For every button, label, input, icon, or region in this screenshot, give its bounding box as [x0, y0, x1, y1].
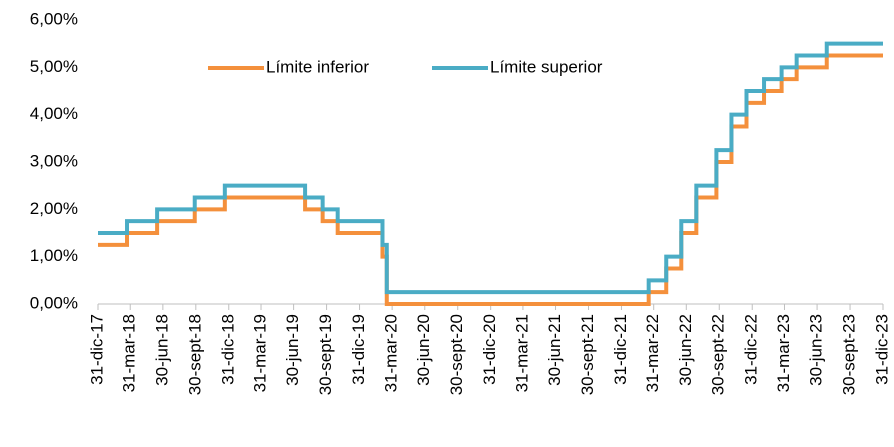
x-tick-label: 31-mar-21 — [512, 314, 531, 392]
y-tick-label: 2,00% — [30, 199, 78, 218]
x-tick-label: 30-sept-19 — [316, 314, 335, 395]
x-tick-label: 31-dic-18 — [218, 314, 237, 385]
x-tick-label: 30-jun-18 — [152, 314, 171, 386]
x-tick-label: 31-mar-19 — [251, 314, 270, 392]
x-tick-label: 31-dic-21 — [611, 314, 630, 385]
x-tick-label: 31-dic-19 — [349, 314, 368, 385]
x-tick-label: 31-mar-18 — [120, 314, 139, 392]
x-tick-label: 31-dic-23 — [872, 314, 891, 385]
series-line — [98, 53, 883, 306]
x-tick-label: 31-dic-20 — [480, 314, 499, 385]
x-tick-label: 30-jun-21 — [545, 314, 564, 386]
y-tick-label: 0,00% — [30, 293, 78, 312]
x-tick-label: 31-dic-22 — [742, 314, 761, 385]
x-tick-label: 31-dic-17 — [87, 314, 106, 385]
legend-label: Límite inferior — [266, 57, 369, 76]
x-tick-label: 30-jun-19 — [283, 314, 302, 386]
legend-label: Límite superior — [490, 57, 603, 76]
y-tick-label: 4,00% — [30, 104, 78, 123]
y-tick-label: 3,00% — [30, 151, 78, 170]
x-tick-label: 30-sept-22 — [709, 314, 728, 395]
x-tick-label: 30-sept-18 — [185, 314, 204, 395]
x-tick-label: 30-jun-22 — [676, 314, 695, 386]
x-tick-label: 31-mar-20 — [382, 314, 401, 392]
x-tick-label: 30-jun-23 — [807, 314, 826, 386]
x-tick-label: 30-sept-23 — [840, 314, 859, 395]
x-tick-label: 30-sept-21 — [578, 314, 597, 395]
x-tick-label: 30-jun-20 — [414, 314, 433, 386]
x-tick-label: 31-mar-22 — [643, 314, 662, 392]
x-tick-label: 30-sept-20 — [447, 314, 466, 395]
y-tick-label: 6,00% — [30, 9, 78, 28]
y-tick-label: 1,00% — [30, 246, 78, 265]
x-tick-label: 31-mar-23 — [774, 314, 793, 392]
y-tick-label: 5,00% — [30, 57, 78, 76]
series-line — [98, 41, 883, 295]
